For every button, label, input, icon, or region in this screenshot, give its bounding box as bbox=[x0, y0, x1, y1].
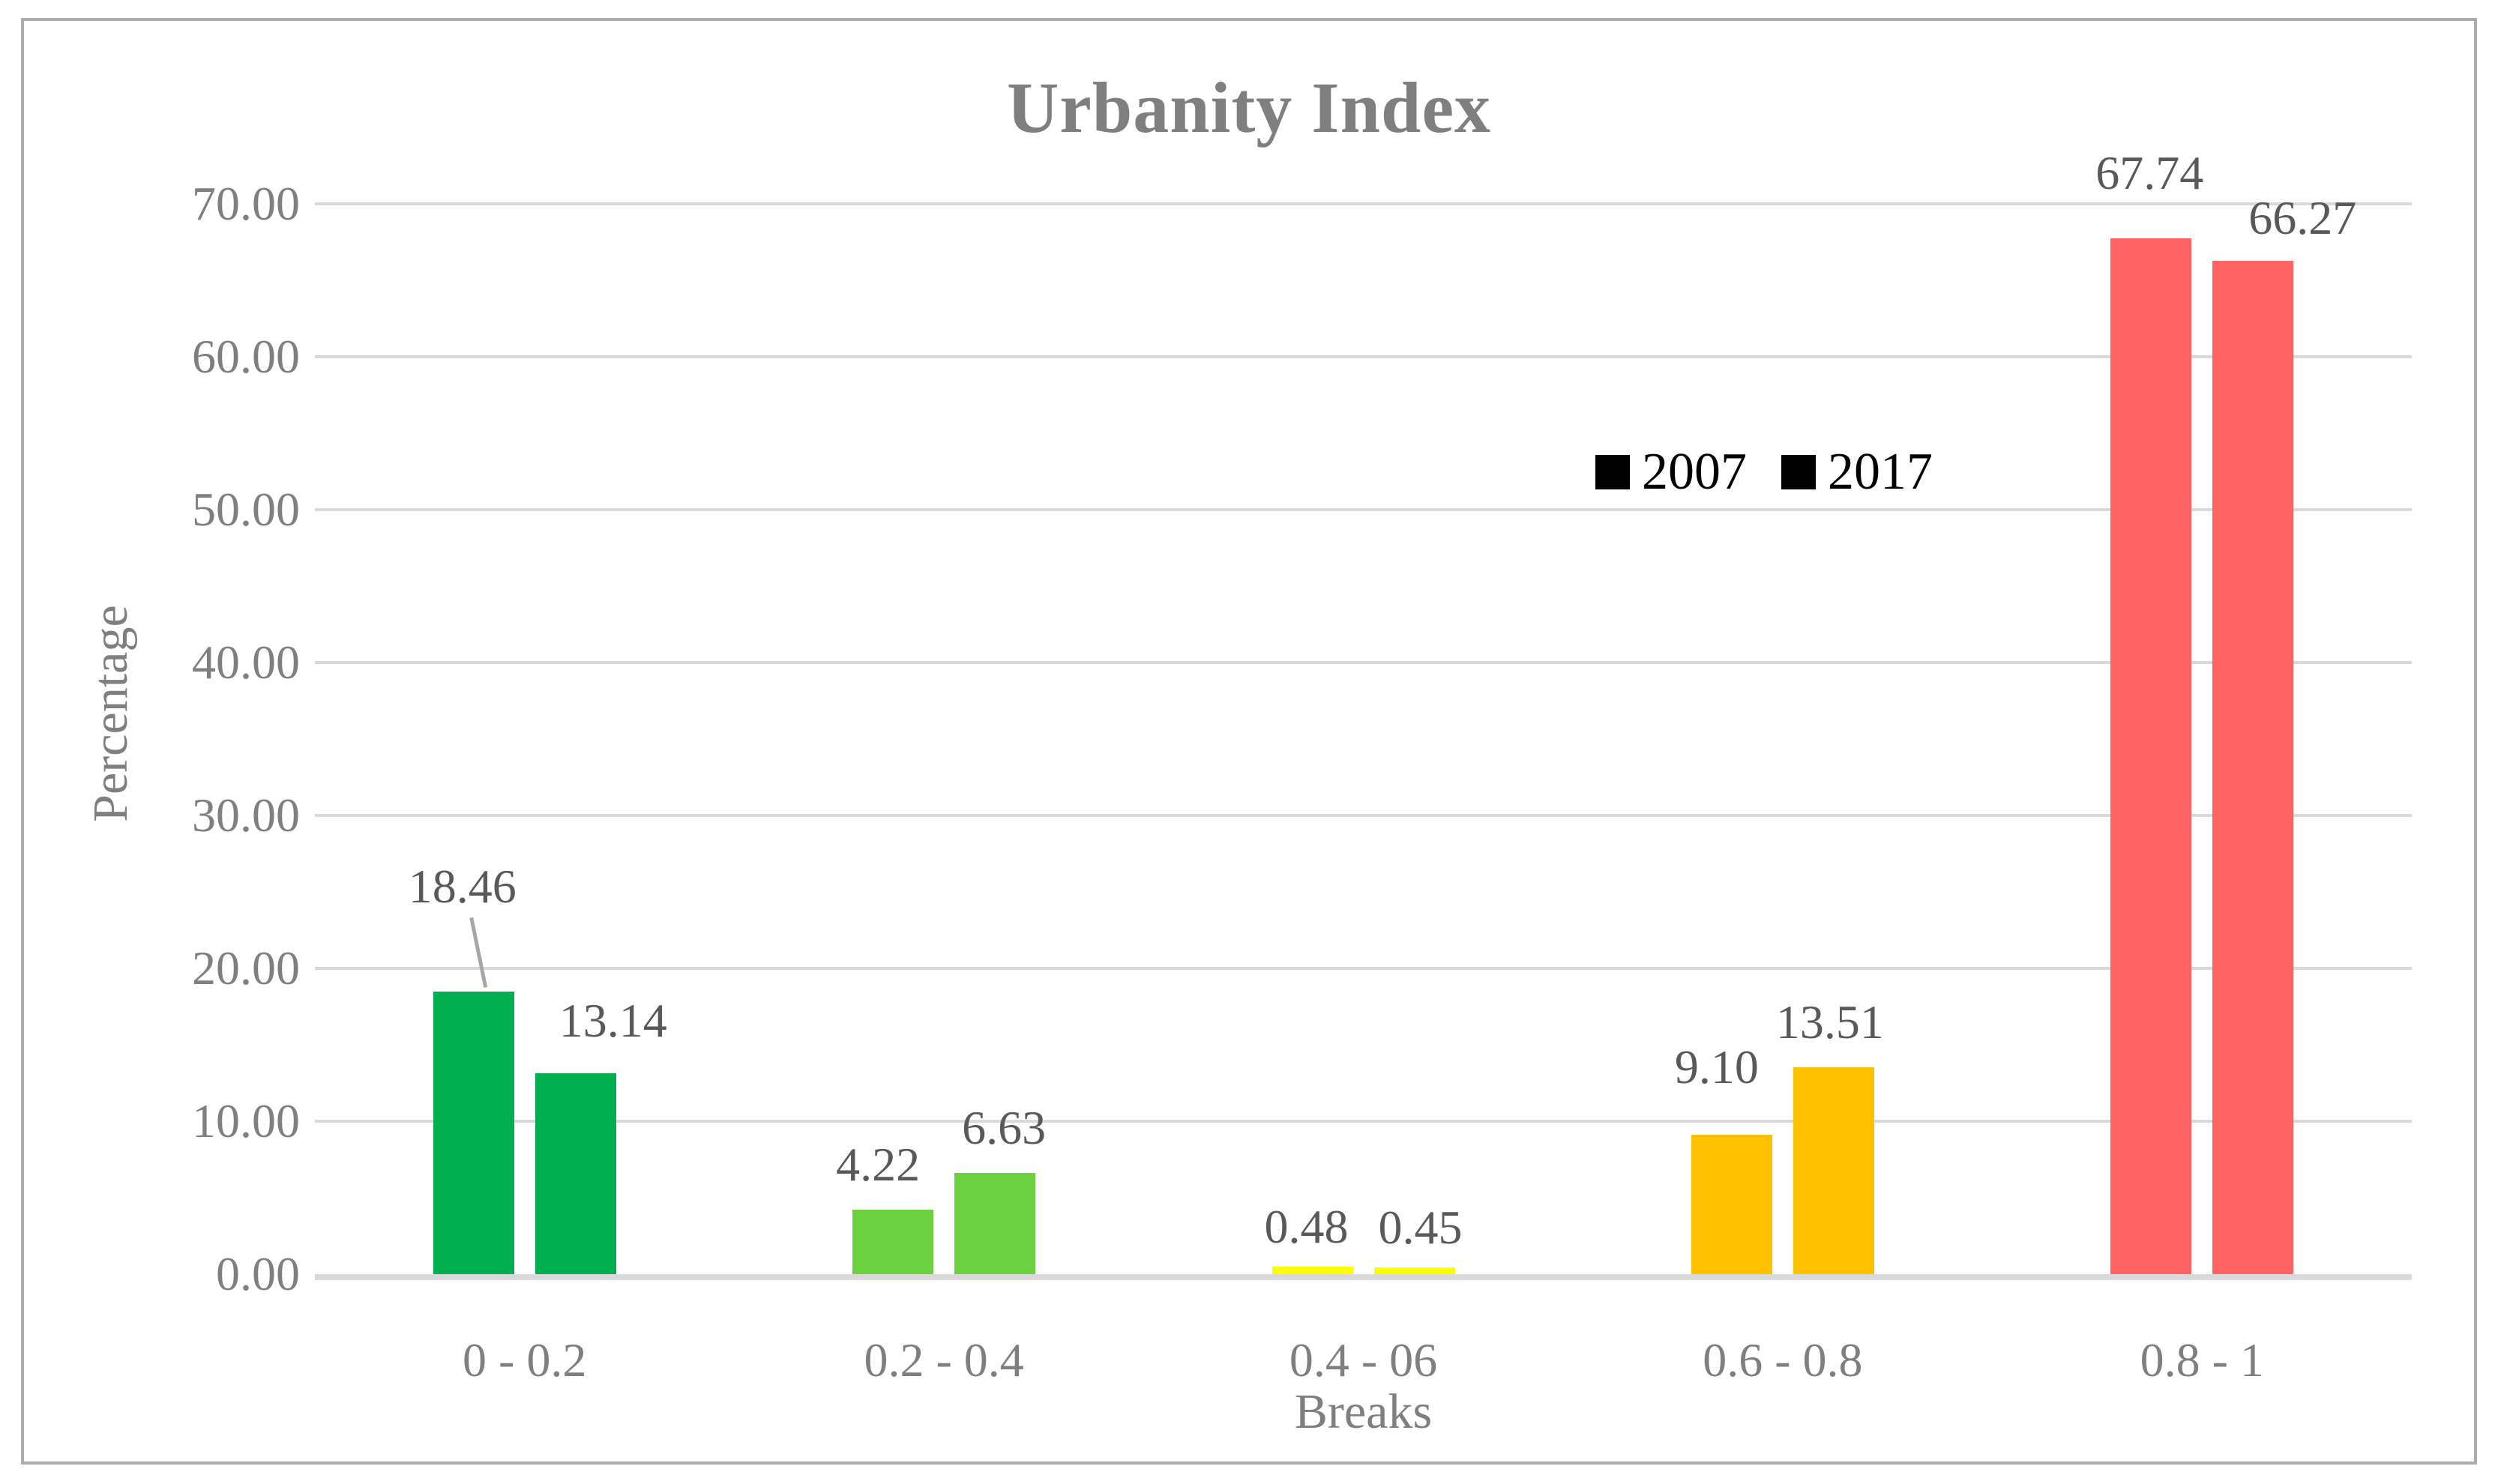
y-tick-label: 60.00 bbox=[192, 330, 300, 383]
x-axis-title: Breaks bbox=[1294, 1384, 1433, 1439]
x-category-label: 0 - 0.2 bbox=[463, 1333, 587, 1387]
y-tick-label: 10.00 bbox=[192, 1094, 300, 1147]
bar-2007-0.6-0.8 bbox=[1691, 1135, 1772, 1274]
bar-2017-0-0.2 bbox=[535, 1073, 616, 1274]
bar-2017-0.4-06 bbox=[1373, 1267, 1455, 1274]
gridline bbox=[315, 661, 2412, 664]
bar-2007-0.4-06 bbox=[1271, 1267, 1353, 1274]
gridline bbox=[315, 1120, 2412, 1123]
gridline bbox=[315, 814, 2412, 817]
chart-title: Urbanity Index bbox=[1006, 67, 1492, 148]
legend-label: 2007 bbox=[1642, 443, 1747, 501]
data-label-2007: 18.46 bbox=[408, 860, 517, 914]
data-label-2017: 13.14 bbox=[559, 993, 667, 1047]
bar-2017-0.2-0.4 bbox=[954, 1172, 1036, 1274]
y-axis-title: Percentage bbox=[83, 605, 138, 822]
data-label-2007: 0.48 bbox=[1264, 1200, 1349, 1254]
data-label-2007: 9.10 bbox=[1674, 1040, 1759, 1094]
legend-swatch-icon bbox=[1595, 455, 1630, 489]
bar-2017-0.6-0.8 bbox=[1793, 1067, 1874, 1274]
bar-2017-0.8-1 bbox=[2212, 261, 2294, 1274]
gridline bbox=[315, 355, 2412, 358]
y-tick-label: 30.00 bbox=[192, 788, 300, 842]
data-label-2017: 13.51 bbox=[1775, 995, 1884, 1049]
x-axis-line bbox=[315, 1274, 2412, 1280]
data-label-2017: 6.63 bbox=[962, 1100, 1047, 1154]
gridline bbox=[315, 967, 2412, 970]
bar-2007-0.2-0.4 bbox=[852, 1209, 934, 1274]
y-tick-label: 40.00 bbox=[192, 636, 300, 689]
gridline bbox=[315, 202, 2412, 205]
legend-item-2017: 2017 bbox=[1781, 444, 1933, 501]
data-label-2017: 0.45 bbox=[1378, 1200, 1463, 1254]
y-tick-label: 70.00 bbox=[192, 177, 300, 230]
x-category-label: 0.6 - 0.8 bbox=[1703, 1333, 1863, 1387]
x-category-label: 0.8 - 1 bbox=[2140, 1333, 2264, 1387]
x-category-label: 0.2 - 0.4 bbox=[864, 1333, 1024, 1387]
data-label-2017: 66.27 bbox=[2248, 191, 2357, 245]
y-tick-label: 20.00 bbox=[192, 941, 300, 995]
data-label-2007: 4.22 bbox=[836, 1137, 921, 1191]
legend-label: 2017 bbox=[1828, 443, 1933, 501]
legend-swatch-icon bbox=[1781, 455, 1816, 489]
x-category-label: 0.4 - 06 bbox=[1289, 1333, 1438, 1387]
y-tick-label: 0.00 bbox=[216, 1247, 300, 1300]
legend-item-2007: 2007 bbox=[1595, 444, 1747, 501]
bar-2007-0.8-1 bbox=[2110, 238, 2192, 1274]
data-label-2007: 67.74 bbox=[2095, 146, 2204, 200]
legend: 2007 2017 bbox=[1595, 444, 1933, 501]
gridline bbox=[315, 508, 2412, 511]
chart-border bbox=[21, 18, 2477, 1465]
y-tick-label: 50.00 bbox=[192, 483, 300, 536]
bar-2007-0-0.2 bbox=[433, 992, 514, 1274]
